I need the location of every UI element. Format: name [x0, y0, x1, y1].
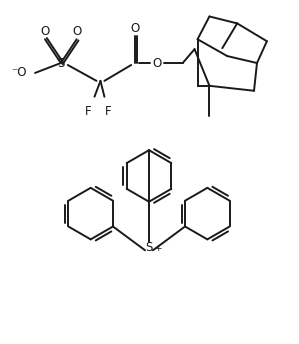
Text: O: O — [72, 25, 81, 38]
Text: F: F — [85, 105, 92, 118]
Text: O: O — [40, 25, 50, 38]
Text: O: O — [152, 56, 161, 69]
Text: S: S — [145, 241, 153, 254]
Text: ⁻O: ⁻O — [12, 66, 27, 79]
Text: S: S — [57, 56, 65, 69]
Text: +: + — [154, 244, 161, 253]
Text: F: F — [105, 105, 112, 118]
Text: O: O — [130, 22, 140, 35]
